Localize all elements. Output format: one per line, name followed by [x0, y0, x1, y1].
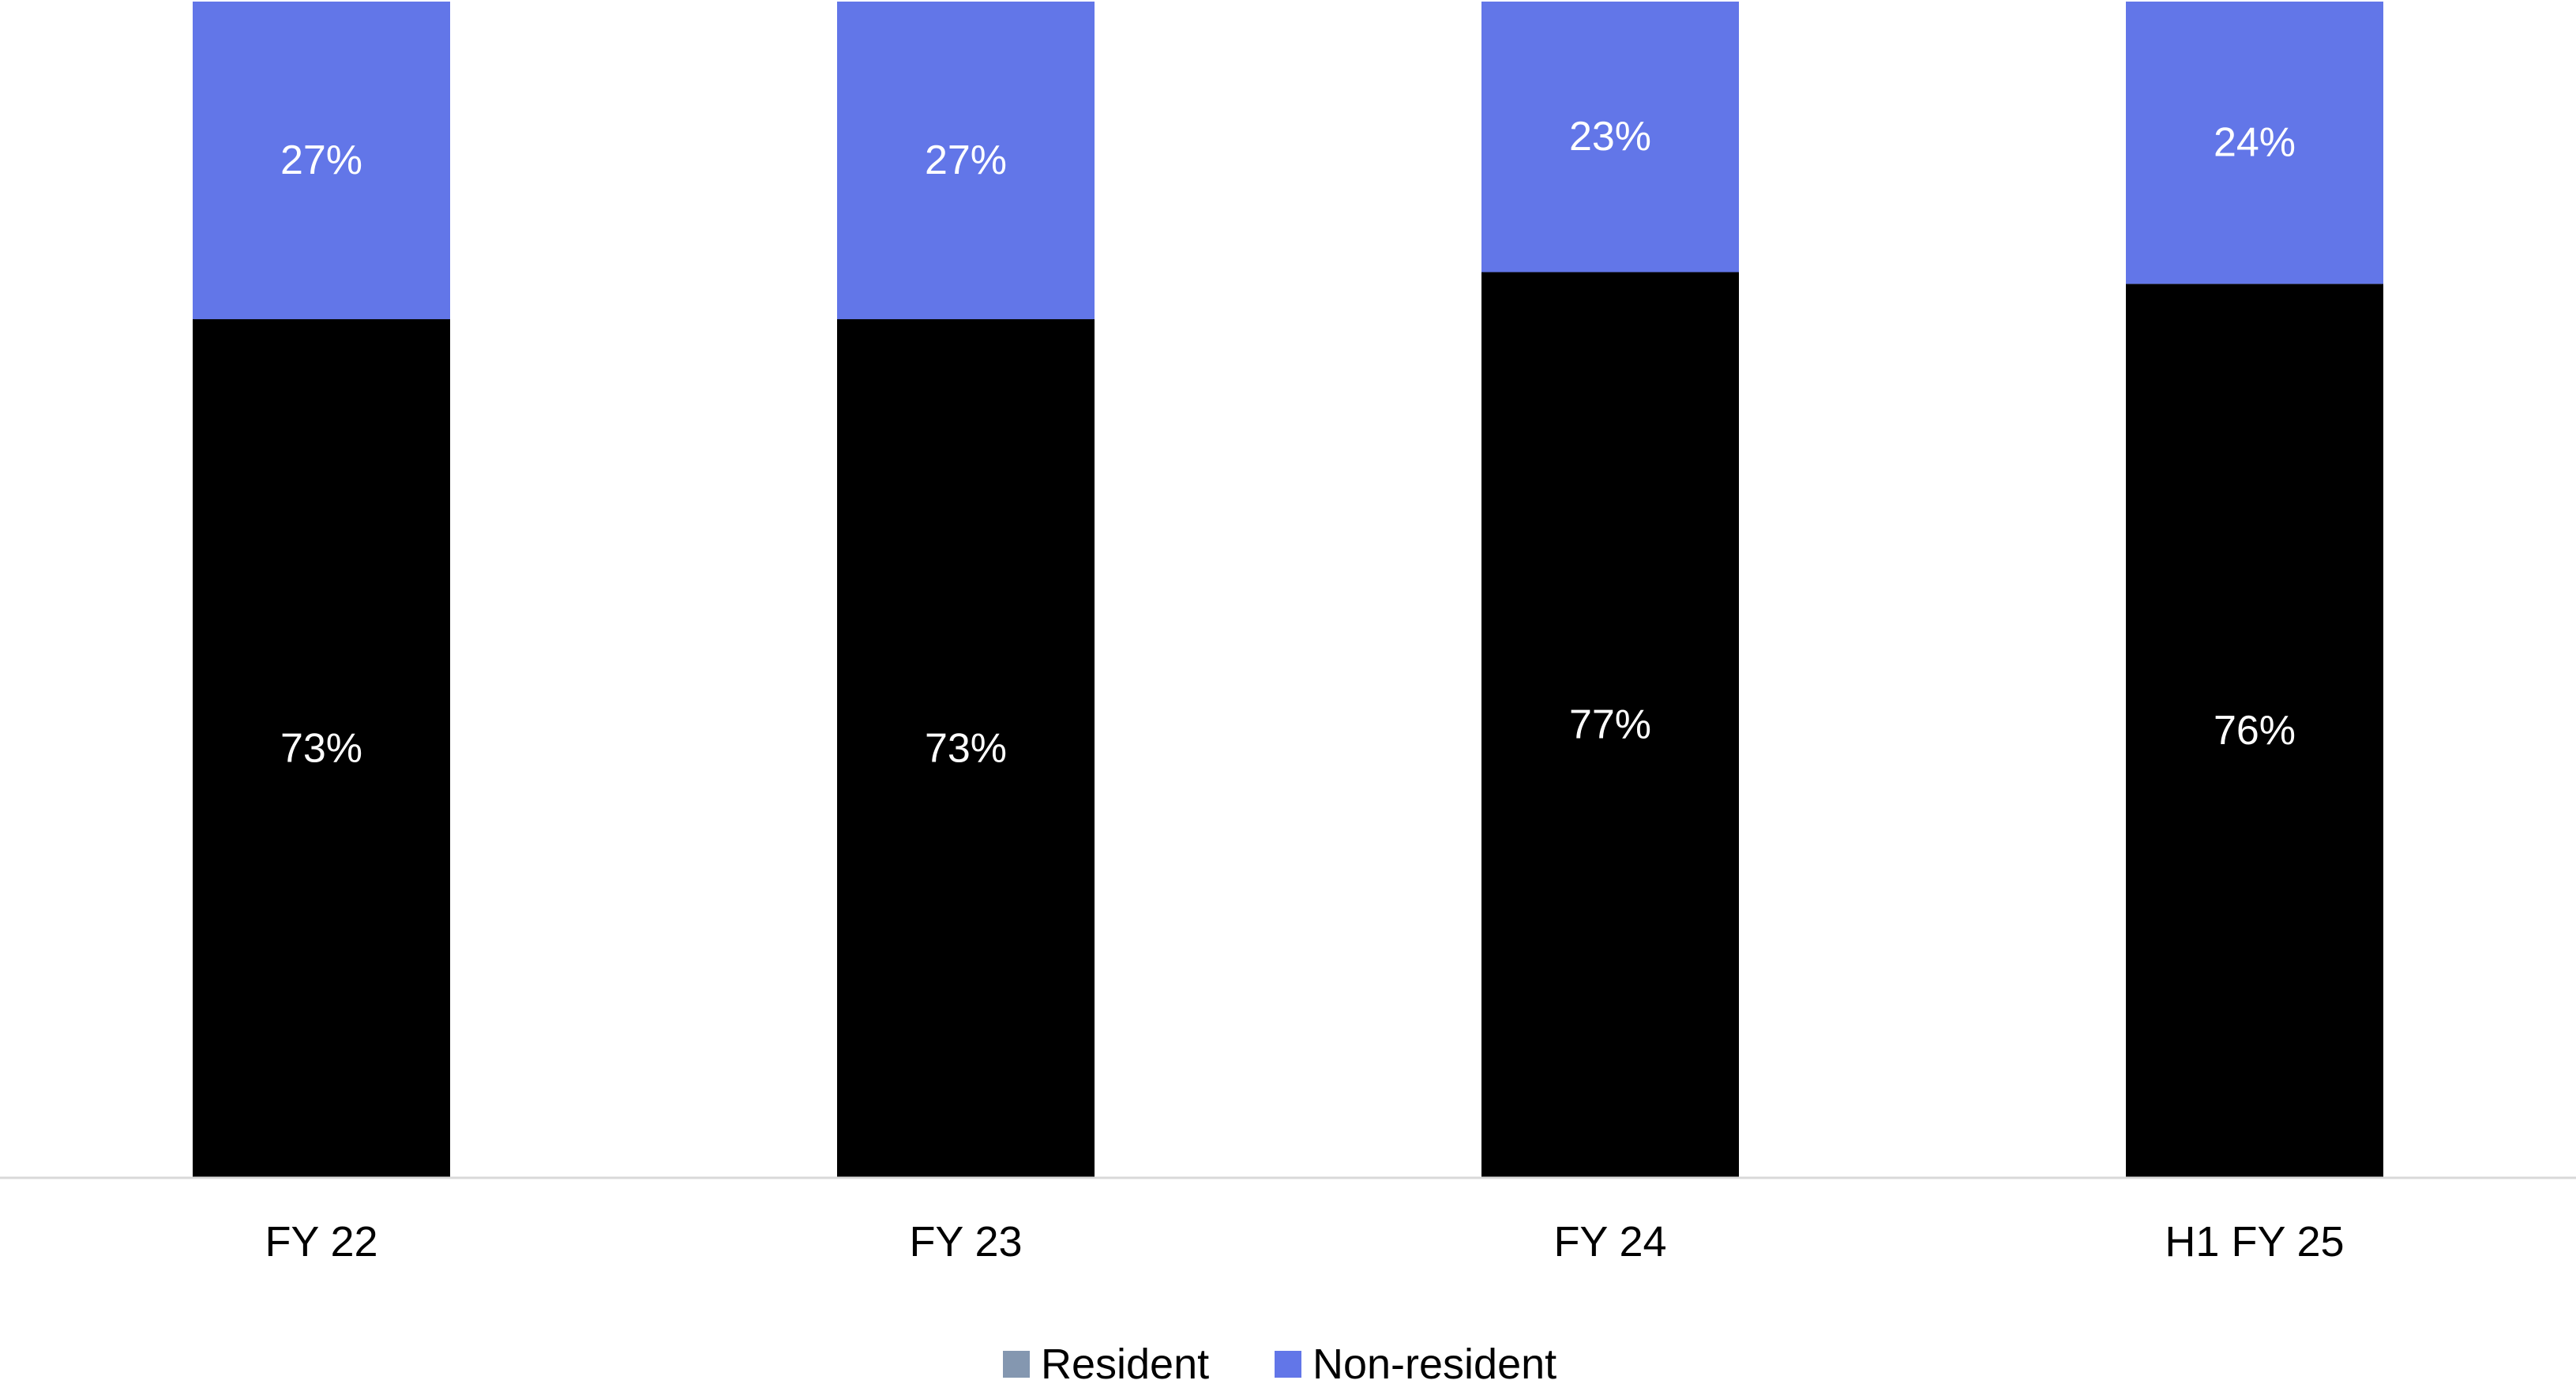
data-label-resident-fy-23: 73%	[925, 726, 1007, 772]
legend-swatch-resident	[1003, 1351, 1030, 1378]
bar-resident-fy-23	[837, 319, 1095, 1178]
legend: Resident Non-resident	[1003, 1341, 1556, 1384]
x-tick-label-fy-24: FY 24	[1553, 1218, 1666, 1266]
data-label-non-resident-fy-23: 27%	[925, 137, 1007, 183]
bar-non-resident-fy-22	[193, 2, 450, 320]
bar-non-resident-h1-fy-25	[2126, 2, 2383, 284]
bar-resident-fy-22	[193, 319, 450, 1178]
x-tick-label-fy-23: FY 23	[909, 1218, 1022, 1266]
bar-non-resident-fy-24	[1481, 2, 1739, 273]
bar-non-resident-fy-23	[837, 2, 1095, 320]
bar-resident-h1-fy-25	[2126, 284, 2383, 1178]
bars-layer: 73% 27% 73% 27% 77% 23% 76% 24%	[193, 2, 2383, 1179]
data-label-non-resident-fy-24: 23%	[1569, 114, 1651, 160]
bar-resident-fy-24	[1481, 272, 1739, 1179]
data-label-resident-fy-22: 73%	[280, 726, 362, 772]
x-tick-label-h1-fy-25: H1 FY 25	[2165, 1218, 2344, 1266]
legend-label-non-resident: Non-resident	[1312, 1341, 1556, 1380]
legend-swatch-non-resident	[1275, 1351, 1301, 1378]
legend-label-resident: Resident	[1041, 1341, 1209, 1380]
data-label-resident-fy-24: 77%	[1569, 702, 1651, 748]
x-tick-labels: FY 22 FY 23 FY 24 H1 FY 25	[265, 1218, 2344, 1266]
data-label-non-resident-h1-fy-25: 24%	[2214, 120, 2296, 166]
x-tick-label-fy-22: FY 22	[265, 1218, 377, 1266]
data-label-resident-h1-fy-25: 76%	[2214, 708, 2296, 754]
data-label-non-resident-fy-22: 27%	[280, 137, 362, 183]
